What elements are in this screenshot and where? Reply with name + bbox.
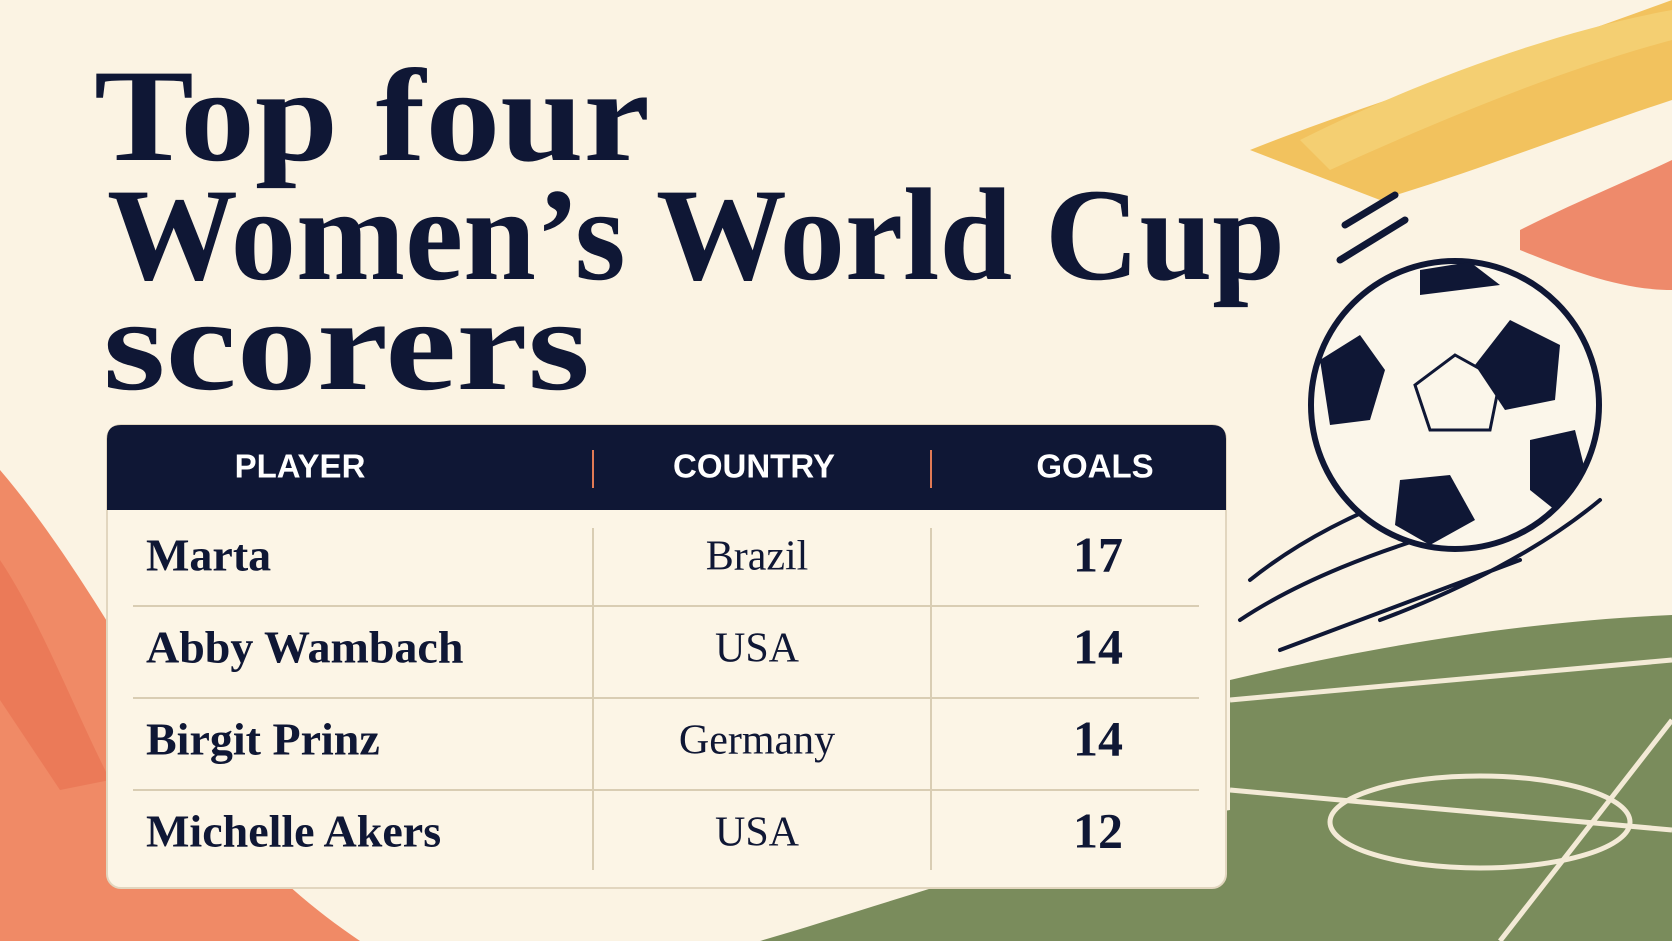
column-header: COUNTRY: [673, 448, 835, 485]
country: Germany: [679, 718, 835, 764]
player-name: Marta: [146, 530, 271, 581]
table: PLAYER COUNTRY GOALS Marta Brazil 17 Abby Wamb…: [106, 424, 1227, 889]
goals: 17: [1073, 526, 1123, 582]
goals: 14: [1073, 710, 1123, 766]
column-header: GOALS: [1036, 448, 1153, 485]
goals: 12: [1073, 802, 1123, 858]
country: USA: [715, 626, 800, 672]
title-line: scorers: [103, 271, 590, 418]
goals: 14: [1073, 618, 1123, 674]
player-name: Birgit Prinz: [146, 714, 380, 765]
country: USA: [715, 810, 800, 856]
title-line: Women’s World Cup: [107, 161, 1285, 308]
title-line: Top four: [94, 42, 650, 189]
player-name: Abby Wambach: [146, 622, 463, 673]
player-name: Michelle Akers: [146, 806, 441, 857]
column-header: PLAYER: [235, 448, 366, 485]
country: Brazil: [706, 534, 809, 580]
